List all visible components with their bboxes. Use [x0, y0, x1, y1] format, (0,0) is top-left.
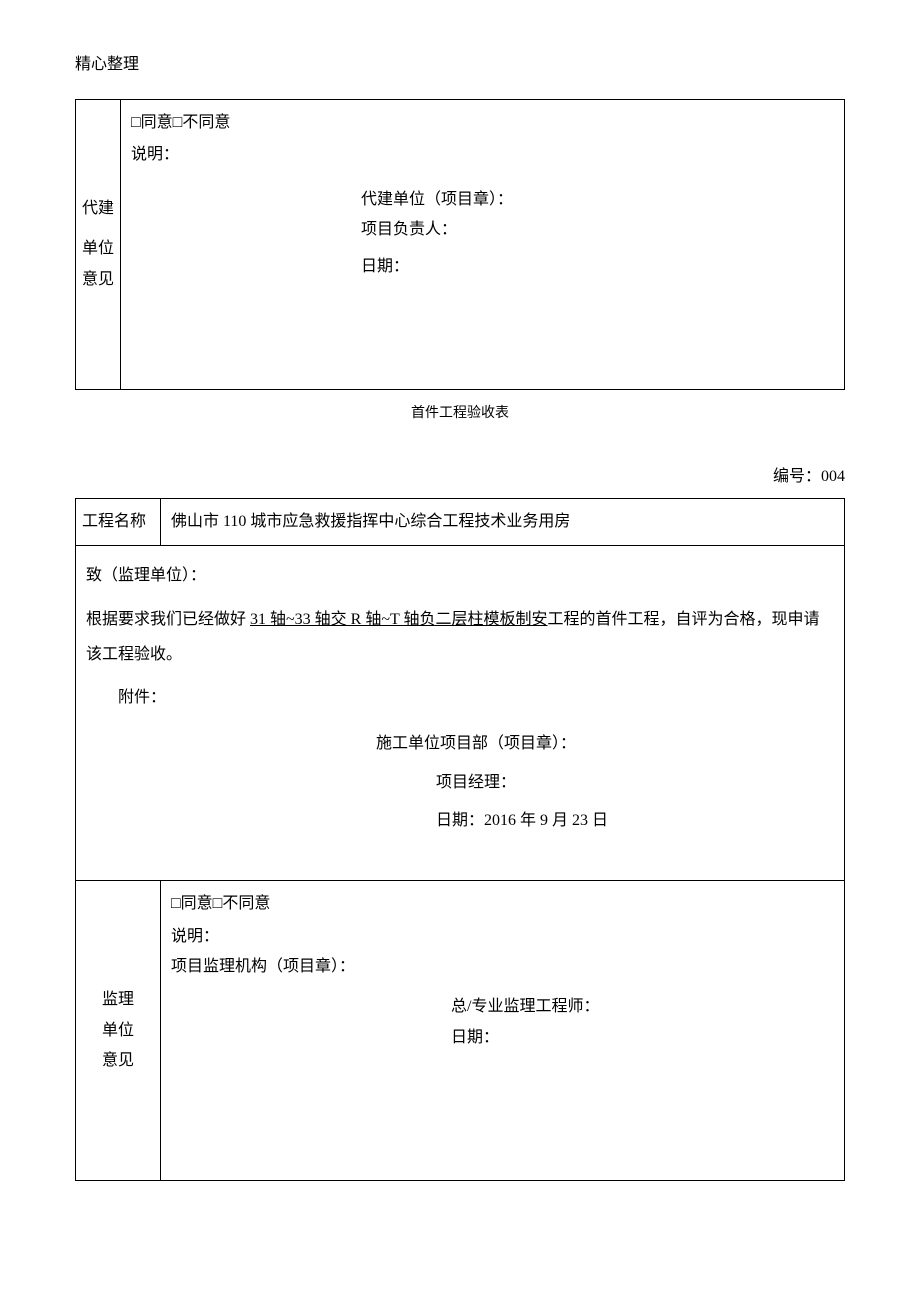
doc-number: 编号：004 [75, 462, 845, 486]
agree-line-jl: □同意□不同意 [171, 889, 834, 919]
jianli-date-label: 日期： [451, 1023, 834, 1053]
jianli-engineer-label: 总/专业监理工程师： [451, 992, 834, 1022]
row-label-jl3: 意见 [80, 1046, 156, 1076]
attachment-label: 附件： [86, 680, 834, 715]
doc-number-value: 004 [821, 468, 845, 485]
body-part-underline: 31 轴~33 轴交 R 轴~T 轴负二层柱模板制安 [250, 611, 547, 628]
daijian-leader-label: 项目负责人： [361, 215, 834, 245]
project-name-value: 佛山市 110 城市应急救援指挥中心综合工程技术业务用房 [161, 499, 845, 546]
row-label-l1: 代建 [80, 194, 116, 224]
agree-line: □同意□不同意 [131, 108, 834, 138]
row-label-l3: 意见 [80, 265, 116, 295]
daijian-unit-label: 代建单位（项目章）： [361, 185, 834, 215]
opinion-table-daijian: 代建 单位 意见 □同意□不同意 说明： 代建单位（项目章）： 项目负责人： 日… [75, 99, 845, 390]
explain-label: 说明： [131, 140, 834, 170]
acceptance-table: 工程名称 佛山市 110 城市应急救援指挥中心综合工程技术业务用房 致（监理单位… [75, 498, 845, 1181]
sign-date-label: 日期：2016 年 9 月 23 日 [376, 802, 834, 840]
to-supervision-label: 致（监理单位）： [86, 558, 834, 593]
body-part-a: 根据要求我们已经做好 [86, 611, 250, 628]
doc-number-label: 编号： [773, 468, 821, 485]
page-header-label: 精心整理 [75, 50, 845, 74]
contractor-seal-label: 施工单位项目部（项目章）： [376, 725, 834, 763]
project-manager-label: 项目经理： [376, 764, 834, 802]
row-label-jl1: 监理 [80, 985, 156, 1015]
row-label-jianli: 监理 单位 意见 [76, 881, 161, 1181]
opinion-cell-daijian: □同意□不同意 说明： 代建单位（项目章）： 项目负责人： 日期： [121, 100, 845, 390]
explain-label-jl: 说明： [171, 922, 834, 952]
project-name-label: 工程名称 [76, 499, 161, 546]
row-label-l2: 单位 [80, 234, 116, 264]
row-label-jl2: 单位 [80, 1016, 156, 1046]
jianli-org-label: 项目监理机构（项目章）： [171, 952, 834, 982]
application-text: 根据要求我们已经做好 31 轴~33 轴交 R 轴~T 轴负二层柱模板制安工程的… [86, 602, 834, 672]
row-label-daijian: 代建 单位 意见 [76, 100, 121, 390]
daijian-date-label: 日期： [361, 252, 834, 282]
opinion-cell-jianli: □同意□不同意 说明： 项目监理机构（项目章）： 总/专业监理工程师： 日期： [161, 881, 845, 1181]
application-body: 致（监理单位）： 根据要求我们已经做好 31 轴~33 轴交 R 轴~T 轴负二… [76, 546, 845, 881]
form-title: 首件工程验收表 [75, 402, 845, 422]
